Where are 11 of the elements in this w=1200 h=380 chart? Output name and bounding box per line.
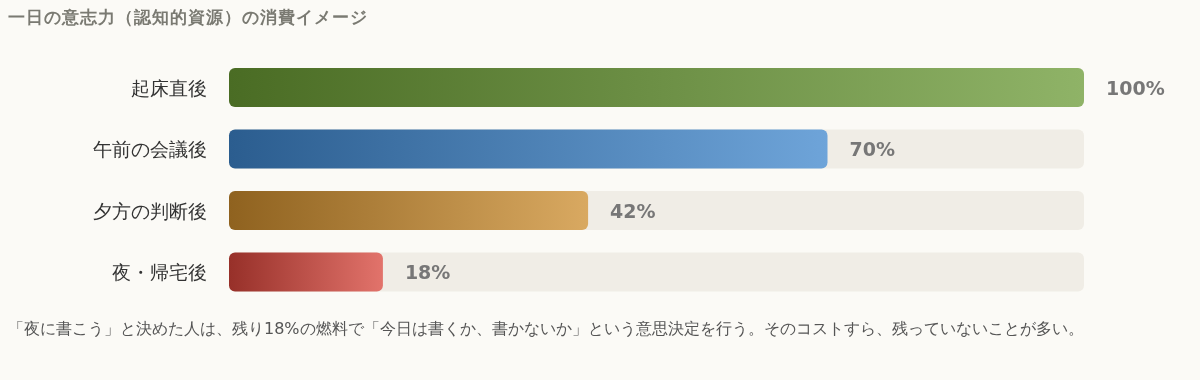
text: 「夜に書こう」と決めた人は、残り18%の燃料で「今日は書くか、書かないか」という意思決定を行う。そのコストすら、残っていないことが多い。	[8, 318, 1085, 340]
data-label: 18%	[404, 261, 451, 283]
y-tick-label: 夜・帰宅後	[112, 261, 207, 283]
y-tick-label: 起床直後	[131, 76, 207, 99]
bar	[229, 252, 383, 292]
data-label: 42%	[610, 199, 656, 222]
y-tick-label: 午前の会議後	[93, 138, 207, 160]
data-label: 100%	[1106, 76, 1165, 99]
chart-title: 一日の意志力（認知的資源）の消費イメージ	[8, 6, 368, 29]
y-tick-label: 夕方の判断後	[93, 199, 207, 222]
data-label: 70%	[849, 138, 895, 160]
